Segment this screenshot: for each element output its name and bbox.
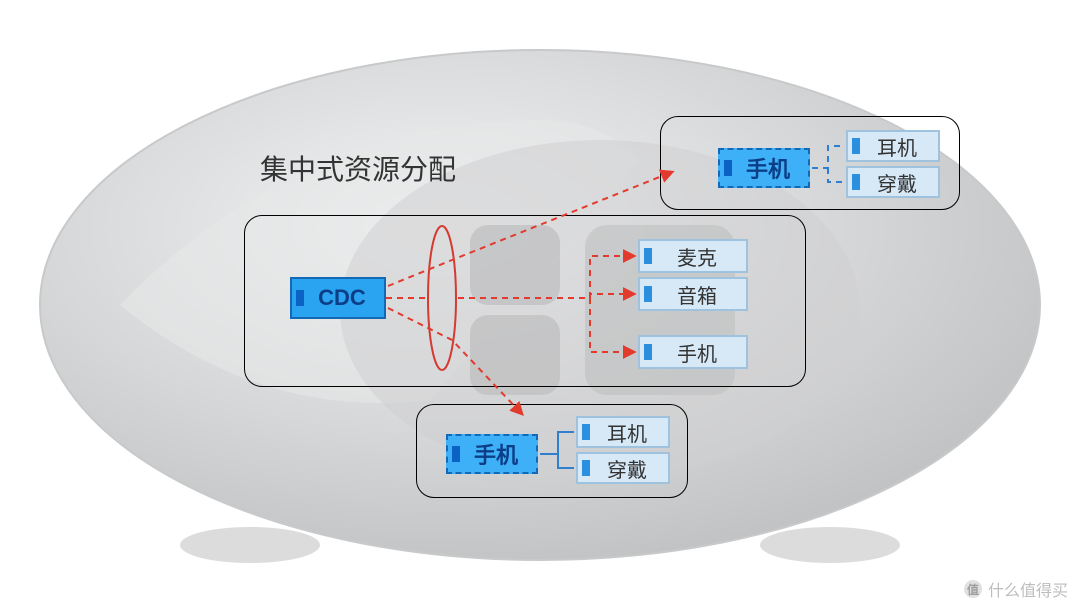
- node-label: 麦克: [669, 242, 717, 271]
- node-bot_wear: 穿戴: [576, 452, 670, 484]
- diagram-title: 集中式资源分配: [260, 148, 456, 188]
- node-tick-icon: [644, 286, 652, 302]
- node-label: 手机: [738, 152, 790, 184]
- watermark: 值 什么值得买: [964, 577, 1068, 601]
- node-label: 穿戴: [869, 168, 917, 197]
- node-tick-icon: [644, 248, 652, 264]
- node-label: 耳机: [599, 418, 647, 447]
- node-label: 手机: [466, 438, 518, 470]
- node-top_wear: 穿戴: [846, 166, 940, 198]
- node-label: 手机: [669, 338, 717, 367]
- node-label: CDC: [310, 285, 366, 311]
- node-tick-icon: [644, 344, 652, 360]
- watermark-logo: 值: [964, 580, 982, 598]
- node-bot_phone: 手机: [446, 434, 538, 474]
- node-tick-icon: [724, 160, 732, 176]
- node-mid_phone: 手机: [638, 335, 748, 369]
- node-label: 穿戴: [599, 454, 647, 483]
- node-cdc: CDC: [290, 277, 386, 319]
- watermark-text: 什么值得买: [988, 577, 1068, 601]
- node-bot_ear: 耳机: [576, 416, 670, 448]
- node-tick-icon: [296, 290, 304, 306]
- node-label: 音箱: [669, 280, 717, 309]
- node-tick-icon: [852, 138, 860, 154]
- node-top_ear: 耳机: [846, 130, 940, 162]
- node-mic: 麦克: [638, 239, 748, 273]
- node-speaker: 音箱: [638, 277, 748, 311]
- node-tick-icon: [582, 424, 590, 440]
- node-tick-icon: [452, 446, 460, 462]
- node-tick-icon: [852, 174, 860, 190]
- node-label: 耳机: [869, 132, 917, 161]
- node-top_phone: 手机: [718, 148, 810, 188]
- node-tick-icon: [582, 460, 590, 476]
